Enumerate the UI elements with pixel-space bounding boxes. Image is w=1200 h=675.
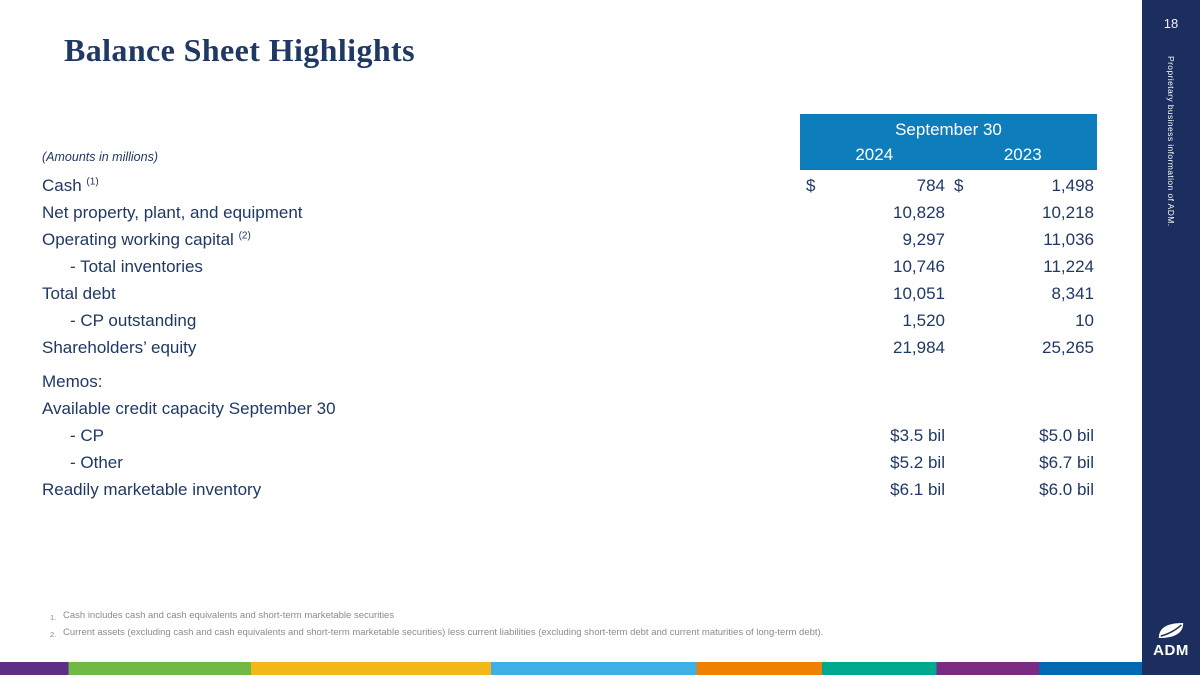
row-value-2023: 25,265 <box>948 338 1097 358</box>
row-label: Memos: <box>42 371 103 391</box>
row-label: Cash (1) <box>42 175 99 195</box>
row-label: - Total inventories <box>70 256 203 276</box>
value-number: 11,036 <box>1043 229 1094 249</box>
footnotes: 1. Cash includes cash and cash equivalen… <box>50 608 823 642</box>
table-row: Operating working capital (2) 9,297 11,0… <box>42 226 1097 253</box>
row-value-2023: $1,498 <box>948 176 1097 196</box>
brand-color-stripe <box>0 662 1142 675</box>
currency-symbol: $ <box>954 175 964 195</box>
adm-logo: ADM <box>1142 620 1200 659</box>
adm-logo-text: ADM <box>1153 642 1189 659</box>
table-rows: Cash (1) $784 $1,498 Net property, plant… <box>42 172 1097 503</box>
table-row: - CP outstanding 1,520 10 <box>42 307 1097 334</box>
value-number: $6.7 bil <box>1039 452 1094 472</box>
value-number: 10,218 <box>1042 202 1094 222</box>
value-number: 10 <box>1075 310 1094 330</box>
footnote-text: Cash includes cash and cash equivalents … <box>63 610 395 621</box>
table-row: Shareholders’ equity 21,984 25,265 <box>42 334 1097 361</box>
row-value-2024: $6.1 bil <box>800 480 948 500</box>
row-value-2024: $784 <box>800 176 948 196</box>
value-number: 8,341 <box>1051 283 1094 303</box>
row-label: - CP outstanding <box>70 310 197 330</box>
row-label: Total debt <box>42 283 116 303</box>
value-number: 784 <box>916 175 945 195</box>
right-sidebar: 18 Proprietary business information of A… <box>1142 0 1200 675</box>
row-value-2024: 9,297 <box>800 230 948 250</box>
row-value-2023: $5.0 bil <box>948 426 1097 446</box>
value-number: 9,297 <box>902 229 945 249</box>
row-value-2023: $6.0 bil <box>948 480 1097 500</box>
row-value-2023: 11,224 <box>948 257 1097 277</box>
table-row: Net property, plant, and equipment 10,82… <box>42 199 1097 226</box>
value-number: $5.2 bil <box>890 452 945 472</box>
value-number: 10,828 <box>893 202 945 222</box>
row-value-2023: 8,341 <box>948 284 1097 304</box>
page-title: Balance Sheet Highlights <box>64 32 415 68</box>
row-label: Net property, plant, and equipment <box>42 202 303 222</box>
table-row: - Total inventories 10,746 11,224 <box>42 253 1097 280</box>
units-note: (Amounts in millions) <box>42 150 159 164</box>
confidentiality-note: Proprietary business information of ADM. <box>1166 56 1176 227</box>
value-number: 1,498 <box>1051 175 1094 195</box>
row-value-2023: $6.7 bil <box>948 453 1097 473</box>
row-label: Shareholders’ equity <box>42 337 197 357</box>
row-label: Operating working capital (2) <box>42 229 251 249</box>
value-number: $6.1 bil <box>890 479 945 499</box>
row-value-2023: 10 <box>948 311 1097 331</box>
adm-leaf-icon <box>1158 623 1184 638</box>
row-value-2024: 10,828 <box>800 203 948 223</box>
row-label: Available credit capacity September 30 <box>42 398 336 418</box>
table-row: Memos: <box>42 368 1097 395</box>
row-label: - Other <box>70 452 123 472</box>
footnote-number: 1. <box>50 613 57 622</box>
footnote-1: 1. Cash includes cash and cash equivalen… <box>50 608 823 625</box>
balance-sheet-table: (Amounts in millions) September 30 2024 … <box>42 114 1097 503</box>
column-header-2023: 2023 <box>1003 145 1042 164</box>
value-number: 11,224 <box>1043 256 1094 276</box>
row-value-2024: 10,051 <box>800 284 948 304</box>
row-value-2024: 1,520 <box>800 311 948 331</box>
row-value-2024: 21,984 <box>800 338 948 358</box>
column-header-2024: 2024 <box>855 145 894 164</box>
value-number: $6.0 bil <box>1039 479 1094 499</box>
table-header: (Amounts in millions) September 30 2024 … <box>42 114 1097 170</box>
table-row: Available credit capacity September 30 <box>42 395 1097 422</box>
currency-symbol: $ <box>806 175 816 195</box>
value-number: 1,520 <box>902 310 945 330</box>
table-row: - CP $3.5 bil $5.0 bil <box>42 422 1097 449</box>
value-number: 10,746 <box>893 256 945 276</box>
footnote-text: Current assets (excluding cash and cash … <box>63 627 824 638</box>
row-value-2024: 10,746 <box>800 257 948 277</box>
value-number: 10,051 <box>893 283 945 303</box>
row-label: Readily marketable inventory <box>42 479 262 499</box>
row-value-2024: $5.2 bil <box>800 453 948 473</box>
column-headers: 2024 2023 <box>800 143 1097 169</box>
row-label: - CP <box>70 425 104 445</box>
footnote-2: 2. Current assets (excluding cash and ca… <box>50 625 823 642</box>
value-number: 21,984 <box>893 337 945 357</box>
row-value-2023: 11,036 <box>948 230 1097 250</box>
table-row: Total debt 10,051 8,341 <box>42 280 1097 307</box>
row-value-2024: $3.5 bil <box>800 426 948 446</box>
value-number: $3.5 bil <box>890 425 945 445</box>
value-number: 25,265 <box>1042 337 1094 357</box>
page-number: 18 <box>1163 16 1179 31</box>
table-row: Cash (1) $784 $1,498 <box>42 172 1097 199</box>
table-header-band: September 30 2024 2023 <box>800 114 1097 170</box>
value-number: $5.0 bil <box>1039 425 1094 445</box>
column-group-label: September 30 <box>895 120 1002 139</box>
table-row: Readily marketable inventory $6.1 bil $6… <box>42 476 1097 503</box>
table-row: - Other $5.2 bil $6.7 bil <box>42 449 1097 476</box>
footnote-number: 2. <box>50 630 57 639</box>
row-value-2023: 10,218 <box>948 203 1097 223</box>
